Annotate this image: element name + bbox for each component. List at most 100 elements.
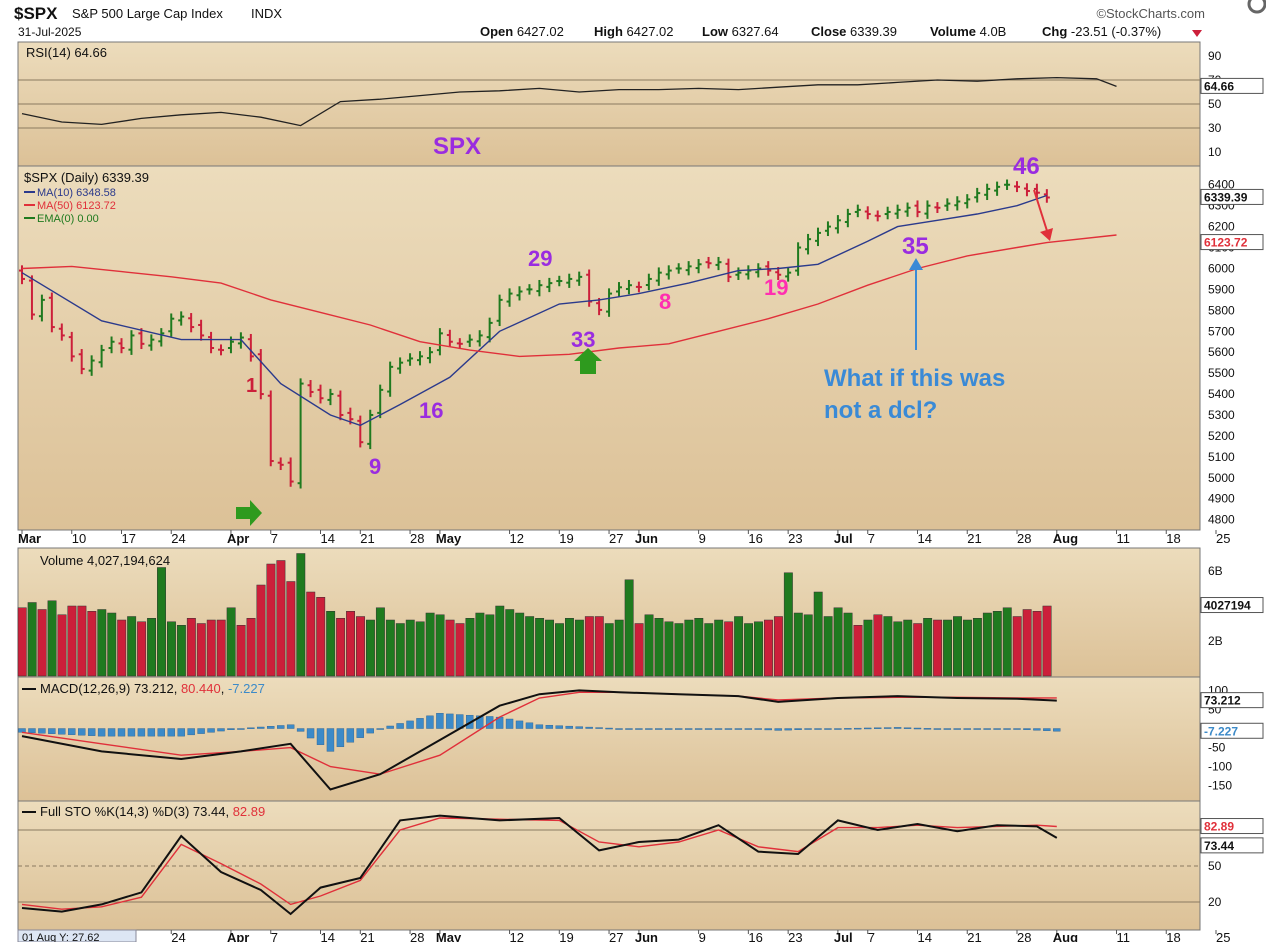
volume-bar bbox=[873, 614, 883, 677]
date-axis-label: 14 bbox=[321, 930, 335, 942]
volume-label: Volume 4.0B bbox=[930, 24, 1006, 39]
volume-bar bbox=[565, 618, 574, 677]
macd-histogram-bar bbox=[406, 720, 414, 729]
rsi-tick-label: 50 bbox=[1208, 97, 1222, 111]
volume-bar bbox=[555, 623, 564, 677]
date-axis-label: 14 bbox=[321, 531, 335, 546]
volume-bar bbox=[953, 616, 962, 677]
date-axis-label: 16 bbox=[748, 531, 762, 546]
macd-histogram-bar bbox=[893, 727, 902, 729]
date-axis-label: 12 bbox=[510, 930, 524, 942]
macd-line bbox=[21, 689, 1057, 791]
high-value: 6427.02 bbox=[627, 24, 674, 39]
price-tick-label: 5200 bbox=[1208, 429, 1235, 443]
macd-histogram-bar bbox=[436, 713, 444, 729]
settings-icon[interactable] bbox=[1247, 0, 1266, 14]
low-label: Low 6327.64 bbox=[702, 24, 779, 39]
macd-hist-current-label: -7.227 bbox=[1204, 724, 1238, 738]
macd-histogram-bar bbox=[595, 727, 603, 729]
macd-histogram-bar bbox=[555, 725, 563, 729]
volume-bar bbox=[903, 619, 913, 677]
macd-histogram-bar bbox=[77, 728, 86, 736]
macd-histogram-bar bbox=[1053, 728, 1061, 732]
macd-histogram-bar bbox=[874, 727, 882, 729]
volume-bar bbox=[734, 616, 744, 677]
macd-histogram-bar bbox=[864, 727, 872, 730]
volume-value: 4.0B bbox=[980, 24, 1007, 39]
date-axis-label: 21 bbox=[967, 930, 981, 942]
price-current-label-box bbox=[1200, 188, 1264, 205]
macd-tick-label: -50 bbox=[1208, 741, 1226, 755]
volume-bar bbox=[803, 614, 813, 677]
macd-histogram-bar bbox=[625, 728, 633, 730]
date-axis-label: 28 bbox=[410, 930, 424, 942]
price-tick-label: 4900 bbox=[1208, 492, 1235, 506]
volume-bar bbox=[137, 621, 147, 677]
stochastic-tick-label: 50 bbox=[1208, 859, 1222, 873]
hover-readout-text: 01 Aug Y: 27.62 bbox=[22, 932, 99, 942]
volume-bar bbox=[664, 621, 674, 677]
macd-histogram-bar bbox=[754, 728, 762, 730]
chart-marks bbox=[17, 76, 1117, 916]
date-axis-label: 18 bbox=[1166, 531, 1180, 546]
macd-histogram-bar bbox=[386, 725, 394, 729]
rsi-current-label: 64.66 bbox=[1204, 79, 1234, 93]
blue-up-arrow-icon bbox=[909, 258, 923, 270]
volume-legend-text: Volume 4,027,194,624 bbox=[40, 553, 170, 568]
macd-histogram-bar bbox=[655, 728, 663, 730]
date-axis-label: 7 bbox=[868, 531, 875, 546]
date-axis-label: 11 bbox=[1117, 930, 1131, 942]
volume-bar bbox=[883, 616, 893, 677]
volume-bar bbox=[405, 619, 415, 677]
rsi-legend: RSI(14) 64.66 bbox=[26, 45, 107, 60]
macd-histogram-bar bbox=[854, 727, 862, 730]
macd-histogram-bar bbox=[943, 728, 952, 730]
date-axis-label: 21 bbox=[360, 930, 374, 942]
quote-line: Open 6427.02 High 6427.02 Low 6327.64 Cl… bbox=[480, 24, 1202, 39]
hover-readout: 01 Aug Y: 27.62 bbox=[17, 929, 137, 942]
cycle-label-1: 1 bbox=[246, 375, 257, 397]
volume-bar bbox=[863, 619, 873, 677]
macd-histogram-bar bbox=[824, 728, 832, 730]
date-axis-label: Apr bbox=[227, 531, 249, 546]
stochastic-d-current-label-box bbox=[1200, 818, 1264, 835]
cycle-label-16: 16 bbox=[419, 398, 443, 423]
cycle-label-29: 29 bbox=[528, 246, 552, 271]
macd-histogram-bar bbox=[575, 726, 583, 729]
macd-histogram-bar bbox=[973, 728, 981, 730]
brand-logo: ©StockCharts.com bbox=[1096, 6, 1205, 21]
volume-bar bbox=[336, 618, 346, 677]
change-label: Chg -23.51 (-0.37%) bbox=[1042, 24, 1161, 39]
down-triangle-icon bbox=[1192, 30, 1202, 37]
macd-histogram-bar bbox=[535, 724, 544, 729]
sto-legend-prefix: Full STO %K(14,3) %D(3) bbox=[40, 804, 189, 819]
date-axis-label: Apr bbox=[227, 930, 249, 942]
volume-bar bbox=[943, 619, 952, 677]
axis-labels: 907050301064.666400630062006100600059005… bbox=[18, 49, 1264, 942]
date-axis-label: 25 bbox=[1216, 531, 1230, 546]
macd-histogram-bar bbox=[197, 728, 205, 734]
date-axis-label: 14 bbox=[918, 531, 932, 546]
price-tick-label: 5800 bbox=[1208, 303, 1235, 317]
volume-bar bbox=[594, 616, 604, 677]
macd-histogram-bar bbox=[286, 724, 295, 729]
date-axis-label: 9 bbox=[699, 531, 706, 546]
date-axis-label: 28 bbox=[410, 531, 424, 546]
volume-bar bbox=[167, 621, 176, 677]
volume-bar bbox=[1012, 616, 1022, 677]
macd-histogram-bar bbox=[316, 728, 325, 745]
volume-bar bbox=[933, 619, 943, 677]
volume-bar bbox=[972, 618, 982, 677]
volume-bar bbox=[963, 619, 972, 677]
volume-bar bbox=[614, 619, 624, 677]
macd-histogram-bar bbox=[645, 728, 653, 730]
macd-histogram-bar bbox=[416, 718, 424, 729]
macd-histogram-bar bbox=[396, 723, 404, 729]
date-axis-label: 25 bbox=[1216, 930, 1230, 942]
macd-histogram-bar bbox=[814, 728, 822, 730]
macd-tick-label: -150 bbox=[1208, 779, 1232, 793]
volume-bar bbox=[326, 611, 336, 677]
date-axis-label: 7 bbox=[271, 531, 278, 546]
macd-current-label: 73.212 bbox=[1204, 694, 1241, 708]
